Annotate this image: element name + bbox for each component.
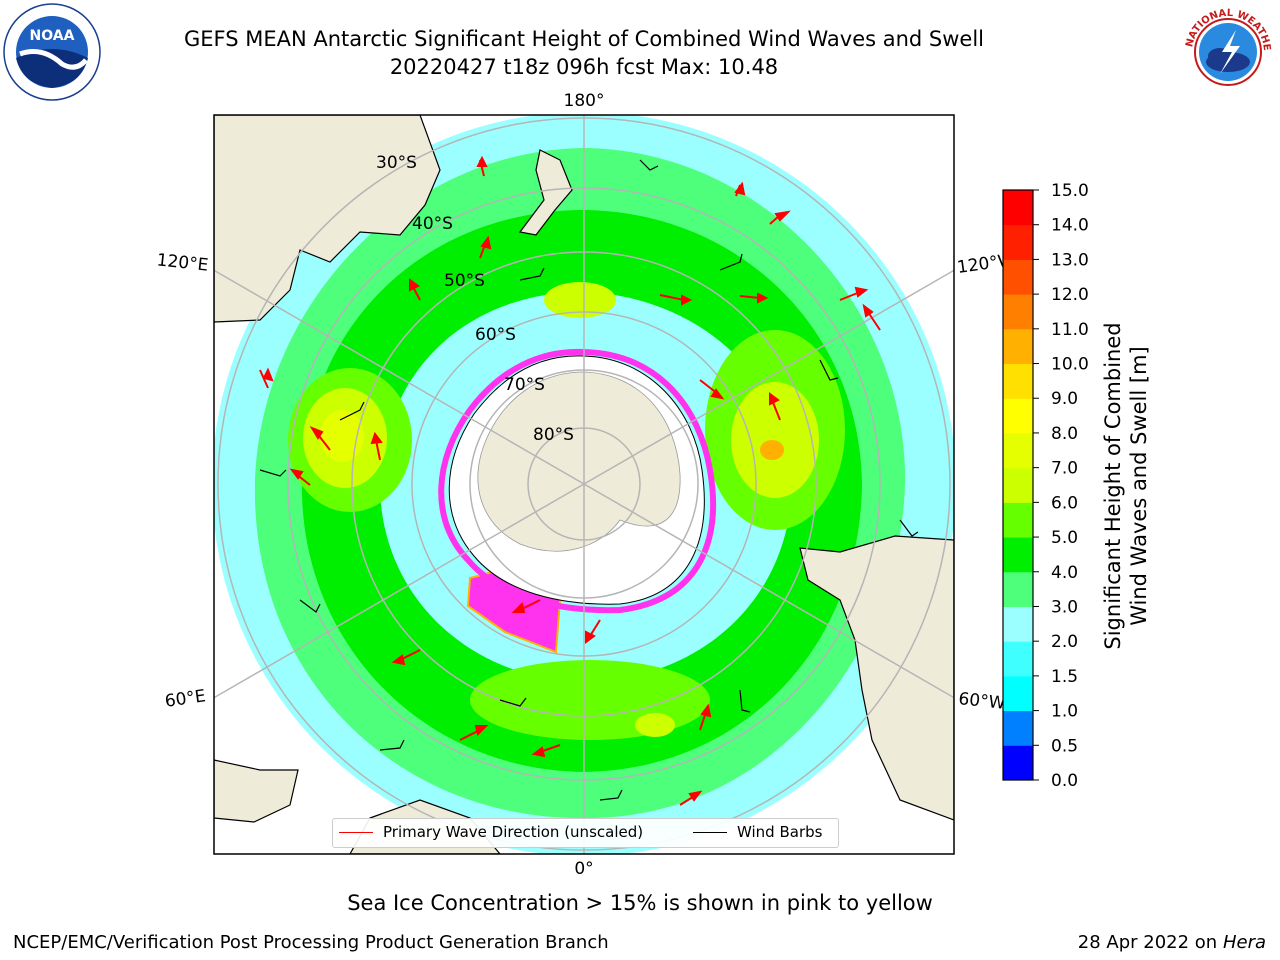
wind-barbs xyxy=(259,159,919,801)
australia xyxy=(214,115,441,323)
wave-arrow xyxy=(659,294,685,301)
legend-wind-barbs: Wind Barbs xyxy=(693,823,822,841)
wind-barb xyxy=(299,599,321,613)
wind-barb xyxy=(499,697,527,707)
map-legend: Primary Wave Direction (unscaled) Wind B… xyxy=(332,818,839,848)
colorbar-swatch xyxy=(1003,745,1033,781)
colorbar-tick-label: 10.0 xyxy=(1051,355,1089,375)
colorbar-tick-label: 2.0 xyxy=(1051,632,1078,652)
wind-barb xyxy=(259,469,287,477)
lon-label-60w: 60°W xyxy=(957,689,1006,714)
colorbar-tick-label: 15.0 xyxy=(1051,181,1089,201)
wave-high-areas xyxy=(288,282,845,740)
colorbar-tick-label: 9.0 xyxy=(1051,389,1078,409)
footer-date: 28 Apr 2022 on Hera xyxy=(1077,932,1266,953)
colorbar-tick-label: 6.0 xyxy=(1051,493,1078,513)
colorbar-swatch xyxy=(1003,190,1033,226)
colorbar-tick-label: 1.0 xyxy=(1051,702,1078,722)
graticule xyxy=(214,115,954,854)
colorbar-swatch xyxy=(1003,432,1033,469)
lat-label: 50°S xyxy=(444,271,485,291)
wind-barb xyxy=(899,519,919,537)
wind-barb xyxy=(739,689,751,713)
wind-barb xyxy=(339,401,365,421)
antarctica-land xyxy=(477,371,681,552)
chart-title: GEFS MEAN Antarctic Significant Height o… xyxy=(183,27,985,51)
colorbar-tick-label: 13.0 xyxy=(1051,250,1089,270)
continents xyxy=(214,115,954,854)
lat-label: 70°S xyxy=(504,375,545,395)
colorbar-swatch xyxy=(1003,363,1033,399)
colorbar-swatch xyxy=(1003,294,1033,330)
colorbar-tick-label: 0.5 xyxy=(1051,736,1078,756)
nws-logo: NATIONAL WEATHER SERVICE xyxy=(1178,2,1274,98)
colorbar-swatch xyxy=(1003,259,1033,295)
map-frame xyxy=(213,114,955,855)
colorbar-swatch xyxy=(1003,224,1033,260)
colorbar-tick-label: 4.0 xyxy=(1051,563,1078,583)
colorbar-swatch xyxy=(1003,467,1033,503)
wind-barb xyxy=(519,267,545,281)
new-zealand xyxy=(518,149,573,236)
colorbar-tick-label: 8.0 xyxy=(1051,424,1078,444)
wave-direction-arrows xyxy=(259,155,881,806)
wind-barb xyxy=(379,739,405,751)
colorbar-swatch xyxy=(1003,675,1033,712)
wind-barb xyxy=(819,359,839,381)
wave-arrow xyxy=(739,295,761,299)
footer-credit: NCEP/EMC/Verification Post Processing Pr… xyxy=(13,932,609,953)
lat-label: 40°S xyxy=(412,214,453,234)
wave-arrow xyxy=(589,619,601,637)
lon-label-180: 180° xyxy=(564,91,605,111)
colorbar-swatch xyxy=(1003,606,1033,642)
svg-text:NOAA: NOAA xyxy=(30,28,75,44)
colorbar-tick-label: 12.0 xyxy=(1051,285,1089,305)
colorbar-tick-label: 11.0 xyxy=(1051,320,1089,340)
sea-ice-note: Sea Ice Concentration > 15% is shown in … xyxy=(347,891,933,915)
colorbar-tick-label: 0.0 xyxy=(1051,771,1078,791)
lat-label: 80°S xyxy=(533,425,574,445)
colorbar-swatch xyxy=(1003,641,1033,677)
lat-label: 60°S xyxy=(475,325,516,345)
lat-label: 30°S xyxy=(376,153,417,173)
wave-arrow xyxy=(867,311,881,331)
wave-band-mid xyxy=(301,210,863,772)
legend-wave-direction: Primary Wave Direction (unscaled) xyxy=(339,823,643,841)
lon-label-0: 0° xyxy=(574,859,593,879)
colorbar-tick-label: 5.0 xyxy=(1051,528,1078,548)
colorbar-tick-label: 3.0 xyxy=(1051,597,1078,617)
colorbar-label: Significant Height of Combined Wind Wave… xyxy=(1101,322,1151,650)
colorbar-swatch xyxy=(1003,328,1033,365)
africa xyxy=(214,759,299,823)
wind-barb xyxy=(719,253,743,271)
colorbar-frame xyxy=(1002,189,1034,781)
colorbar-swatch xyxy=(1003,537,1033,573)
colorbar-tick-label: 1.5 xyxy=(1051,667,1078,687)
colorbar-swatch xyxy=(1003,398,1033,434)
sea-ice-ring xyxy=(438,348,716,614)
colorbar-tick-label: 7.0 xyxy=(1051,459,1078,479)
noaa-logo: NOAA xyxy=(3,3,101,101)
wind-barb xyxy=(599,789,623,801)
colorbar-swatch xyxy=(1003,710,1033,746)
colorbar-swatch xyxy=(1003,502,1033,538)
wind-barb xyxy=(639,159,659,171)
colorbar-tick-label: 14.0 xyxy=(1051,216,1089,236)
colorbar-swatch xyxy=(1003,571,1033,607)
chart-subtitle: 20220427 t18z 096h fcst Max: 10.48 xyxy=(389,55,779,79)
